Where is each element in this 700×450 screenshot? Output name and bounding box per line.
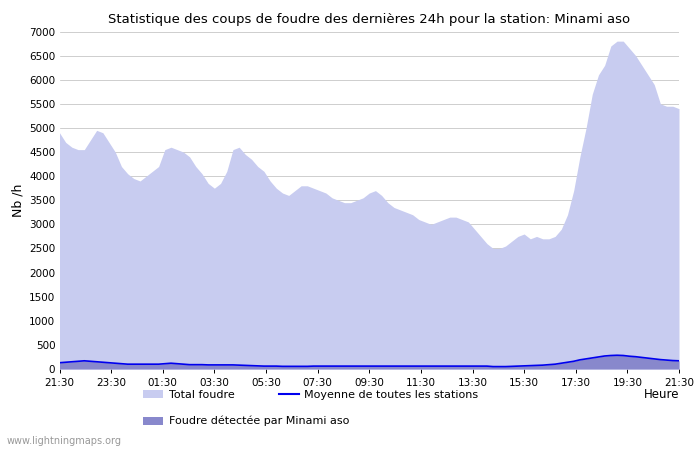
Y-axis label: Nb /h: Nb /h [12, 184, 25, 217]
Legend: Total foudre, Moyenne de toutes les stations: Total foudre, Moyenne de toutes les stat… [139, 385, 483, 404]
Legend: Foudre détectée par Minami aso: Foudre détectée par Minami aso [139, 412, 354, 431]
Title: Statistique des coups de foudre des dernières 24h pour la station: Minami aso: Statistique des coups de foudre des dern… [108, 13, 630, 26]
Text: Heure: Heure [643, 387, 679, 400]
Text: www.lightningmaps.org: www.lightningmaps.org [7, 436, 122, 446]
